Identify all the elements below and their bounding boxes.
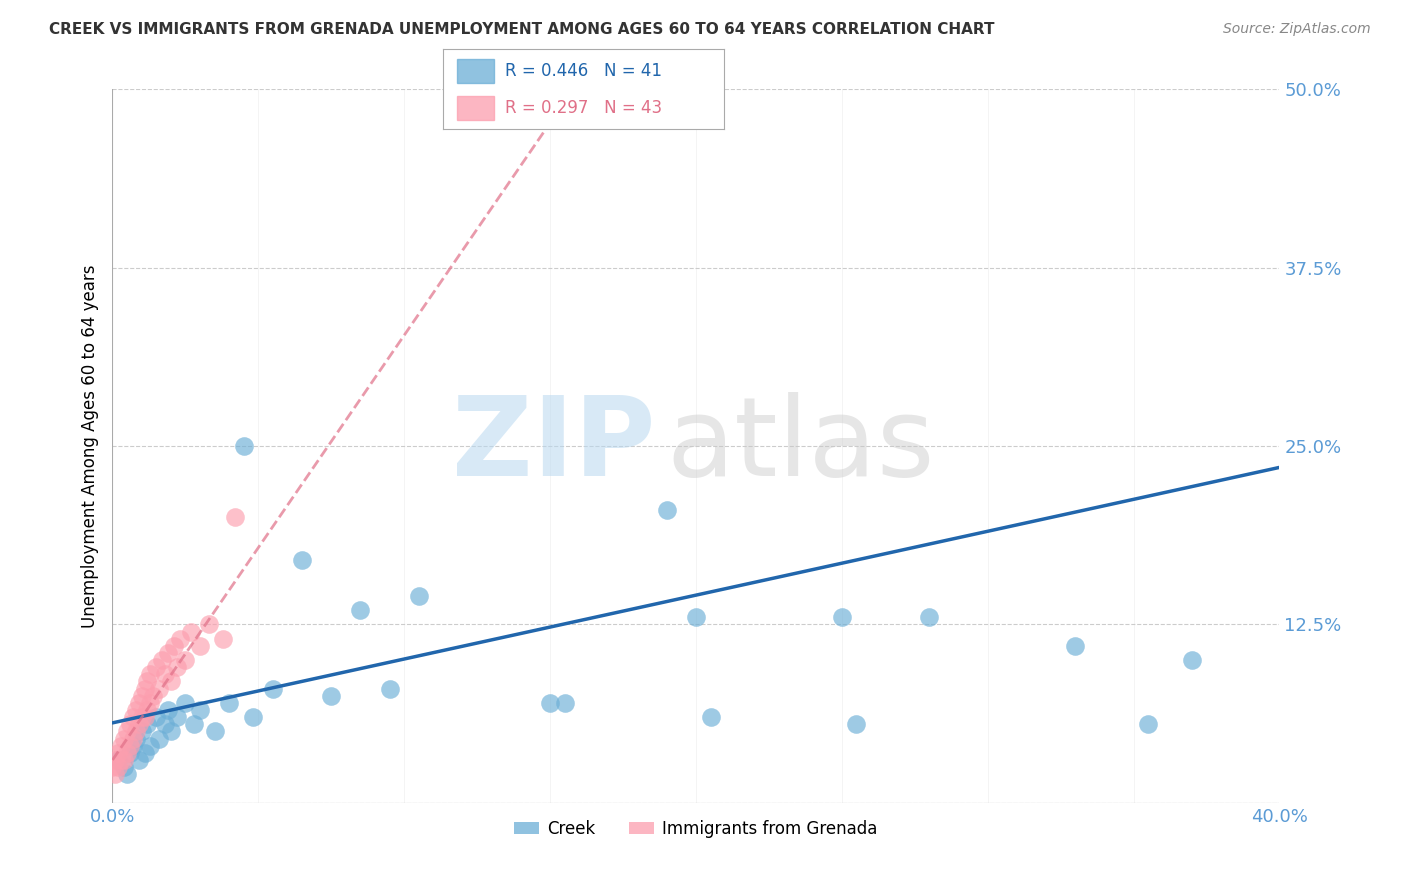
Legend: Creek, Immigrants from Grenada: Creek, Immigrants from Grenada (508, 814, 884, 845)
Point (145, 710, 167, 724)
Text: CREEK VS IMMIGRANTS FROM GRENADA UNEMPLOYMENT AMONG AGES 60 TO 64 YEARS CORRELAT: CREEK VS IMMIGRANTS FROM GRENADA UNEMPLO… (49, 22, 994, 37)
Point (122, 739, 145, 753)
Point (188, 639, 211, 653)
Point (115, 746, 138, 760)
Point (1181, 653, 1204, 667)
Point (699, 710, 721, 724)
Point (218, 696, 240, 710)
Point (204, 724, 226, 739)
Point (156, 703, 179, 717)
Point (128, 696, 150, 710)
Point (408, 589, 430, 603)
Point (180, 624, 202, 639)
Point (139, 696, 162, 710)
Point (142, 689, 165, 703)
Point (831, 610, 853, 624)
Point (115, 724, 138, 739)
Point (845, 717, 868, 731)
Point (125, 724, 148, 739)
Point (349, 603, 371, 617)
Point (1064, 639, 1087, 653)
Point (163, 639, 186, 653)
Point (291, 553, 314, 567)
Point (122, 710, 145, 724)
Point (134, 746, 156, 760)
Point (118, 746, 141, 760)
Point (128, 753, 150, 767)
Bar (457, 95, 494, 120)
Point (125, 703, 148, 717)
Point (145, 660, 167, 674)
Point (242, 710, 264, 724)
Point (110, 739, 132, 753)
Point (112, 753, 135, 767)
Point (107, 760, 129, 774)
Point (160, 724, 183, 739)
Point (107, 746, 129, 760)
Text: atlas: atlas (666, 392, 935, 500)
Text: R = 0.446   N = 41: R = 0.446 N = 41 (505, 62, 662, 79)
Point (378, 681, 401, 696)
Point (262, 681, 284, 696)
Point (1137, 717, 1160, 731)
Point (107, 753, 129, 767)
Point (212, 632, 235, 646)
Point (131, 724, 153, 739)
Point (655, 503, 678, 517)
Point (139, 739, 162, 753)
Point (232, 439, 254, 453)
Point (153, 717, 176, 731)
Point (139, 667, 162, 681)
Point (918, 610, 941, 624)
Point (554, 696, 576, 710)
Point (112, 760, 135, 774)
Point (321, 689, 343, 703)
Point (183, 717, 205, 731)
Text: Source: ZipAtlas.com: Source: ZipAtlas.com (1223, 22, 1371, 37)
Point (112, 731, 135, 746)
Point (197, 617, 219, 632)
Point (110, 753, 132, 767)
Point (104, 767, 127, 781)
Point (136, 717, 159, 731)
Point (153, 667, 176, 681)
Point (685, 610, 707, 624)
Point (125, 731, 148, 746)
Point (131, 710, 153, 724)
Point (156, 646, 179, 660)
Point (148, 681, 170, 696)
Point (166, 660, 188, 674)
Point (160, 674, 183, 689)
Point (136, 703, 159, 717)
Point (150, 653, 173, 667)
Point (115, 767, 138, 781)
Point (224, 510, 246, 524)
Point (101, 760, 124, 774)
Point (169, 632, 191, 646)
Point (104, 753, 127, 767)
Text: ZIP: ZIP (451, 392, 655, 500)
Text: R = 0.297   N = 43: R = 0.297 N = 43 (505, 99, 662, 117)
Bar (457, 59, 494, 83)
Point (118, 739, 141, 753)
Point (188, 703, 211, 717)
Point (174, 696, 197, 710)
Point (122, 731, 145, 746)
Point (118, 717, 141, 731)
Point (166, 710, 188, 724)
Point (131, 689, 153, 703)
Point (134, 681, 156, 696)
Point (128, 717, 150, 731)
Point (538, 696, 561, 710)
Point (174, 653, 197, 667)
Point (148, 731, 170, 746)
Y-axis label: Unemployment Among Ages 60 to 64 years: Unemployment Among Ages 60 to 64 years (80, 264, 98, 628)
Point (136, 674, 159, 689)
Point (134, 710, 156, 724)
